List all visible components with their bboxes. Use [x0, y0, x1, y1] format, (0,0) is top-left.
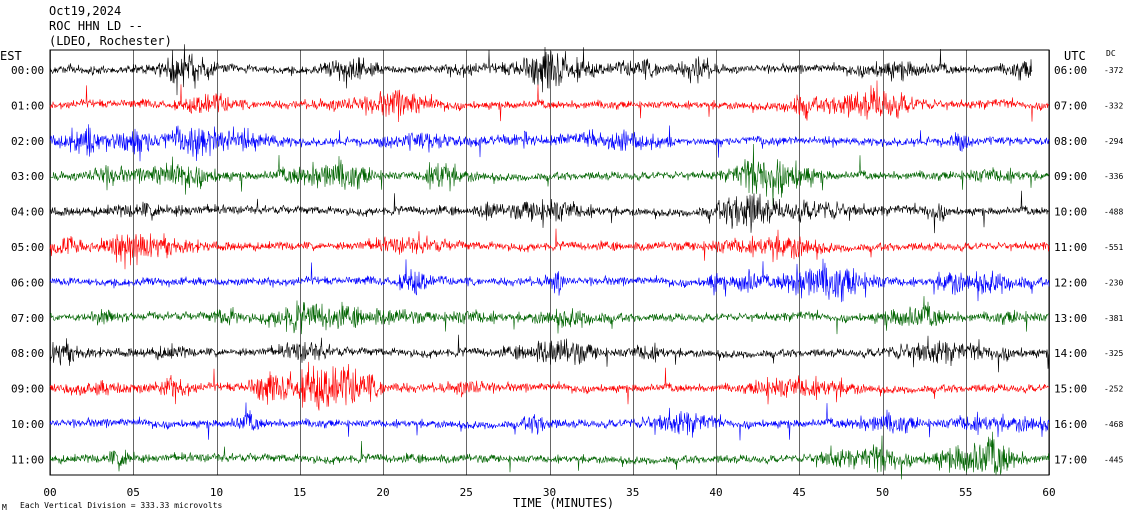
- row-labels: 00:00 06:00 -372 01:00 07:00 -332 02:00 08:00 -2…: [11, 64, 1123, 466]
- est-label-0300: 03:00: [11, 170, 44, 183]
- est-label-0400: 04:00: [11, 206, 44, 219]
- x-tick-label-15: 15: [293, 486, 306, 499]
- dc-value-0800: -325: [1104, 349, 1123, 358]
- trace-0900: [49, 361, 1050, 411]
- utc-label-1300: 13:00: [1054, 312, 1087, 325]
- dc-value-0000: -372: [1104, 66, 1123, 75]
- dc-axis-label: DC: [1106, 49, 1116, 58]
- utc-label-1700: 17:00: [1054, 453, 1087, 466]
- utc-label-0900: 09:00: [1054, 170, 1087, 183]
- est-label-1100: 11:00: [11, 453, 44, 466]
- x-tick-label-30: 30: [543, 486, 556, 499]
- utc-label-1200: 12:00: [1054, 276, 1087, 289]
- x-tick-label-45: 45: [793, 486, 806, 499]
- est-label-0800: 08:00: [11, 347, 44, 360]
- est-label-0000: 00:00: [11, 64, 44, 77]
- x-tick-label-35: 35: [626, 486, 639, 499]
- est-label-0100: 01:00: [11, 99, 44, 112]
- seismic-traces: [49, 44, 1050, 480]
- footer-mark: M: [2, 503, 7, 512]
- x-tick-label-50: 50: [876, 486, 889, 499]
- utc-axis-label: UTC: [1064, 49, 1086, 63]
- est-label-1000: 10:00: [11, 418, 44, 431]
- dc-value-1100: -445: [1104, 455, 1123, 464]
- trace-0600: [49, 258, 1050, 303]
- trace-0200: [49, 124, 1050, 162]
- dc-value-1000: -468: [1104, 420, 1123, 429]
- utc-label-0700: 07:00: [1054, 99, 1087, 112]
- dc-value-0300: -336: [1104, 172, 1123, 181]
- utc-label-0600: 06:00: [1054, 64, 1087, 77]
- x-tick-label-25: 25: [460, 486, 473, 499]
- est-axis-label: EST: [0, 49, 22, 63]
- est-label-0500: 05:00: [11, 241, 44, 254]
- x-tick-label-55: 55: [959, 486, 972, 499]
- trace-1000: [49, 402, 1050, 441]
- x-tick-labels: 00 05 10 15 20 25 30 35 40 45 50 55 60: [43, 486, 1055, 499]
- est-label-0700: 07:00: [11, 312, 44, 325]
- header-network: (LDEO, Rochester): [49, 34, 172, 48]
- dc-value-0900: -252: [1104, 385, 1123, 394]
- x-axis-title: TIME (MINUTES): [513, 496, 614, 510]
- utc-label-1400: 14:00: [1054, 347, 1087, 360]
- x-tick-label-60: 60: [1042, 486, 1055, 499]
- dc-value-0400: -488: [1104, 208, 1123, 217]
- plot-frame: [49, 49, 1050, 476]
- vertical-division-note: Each Vertical Division = 333.33 microvol…: [20, 501, 222, 510]
- dc-value-0500: -551: [1104, 243, 1123, 252]
- header-station: ROC HHN LD --: [49, 19, 143, 33]
- x-tick-label-40: 40: [709, 486, 722, 499]
- utc-label-1500: 15:00: [1054, 383, 1087, 396]
- utc-label-0800: 08:00: [1054, 135, 1087, 148]
- trace-0500: [49, 228, 1050, 270]
- utc-label-1100: 11:00: [1054, 241, 1087, 254]
- est-label-0200: 02:00: [11, 135, 44, 148]
- utc-label-1600: 16:00: [1054, 418, 1087, 431]
- trace-0300: [49, 143, 1050, 206]
- est-label-0900: 09:00: [11, 383, 44, 396]
- est-label-0600: 06:00: [11, 276, 44, 289]
- trace-0000: [49, 44, 1033, 96]
- grid-lines: [50, 50, 1050, 475]
- x-tick-label-10: 10: [210, 486, 223, 499]
- trace-1100: [49, 431, 1050, 480]
- x-tick-label-20: 20: [376, 486, 389, 499]
- trace-0400: [49, 190, 1050, 234]
- trace-0100: [49, 80, 1050, 123]
- dc-value-0700: -381: [1104, 314, 1123, 323]
- dc-value-0100: -332: [1104, 101, 1123, 110]
- x-tick-label-05: 05: [127, 486, 140, 499]
- header-date: Oct19,2024: [49, 4, 121, 18]
- dc-value-0600: -230: [1104, 278, 1123, 287]
- trace-0700: [49, 296, 1050, 335]
- utc-label-1000: 10:00: [1054, 206, 1087, 219]
- x-tick-label-00: 00: [43, 486, 56, 499]
- dc-value-0200: -294: [1104, 137, 1123, 146]
- trace-0800: [49, 334, 1050, 373]
